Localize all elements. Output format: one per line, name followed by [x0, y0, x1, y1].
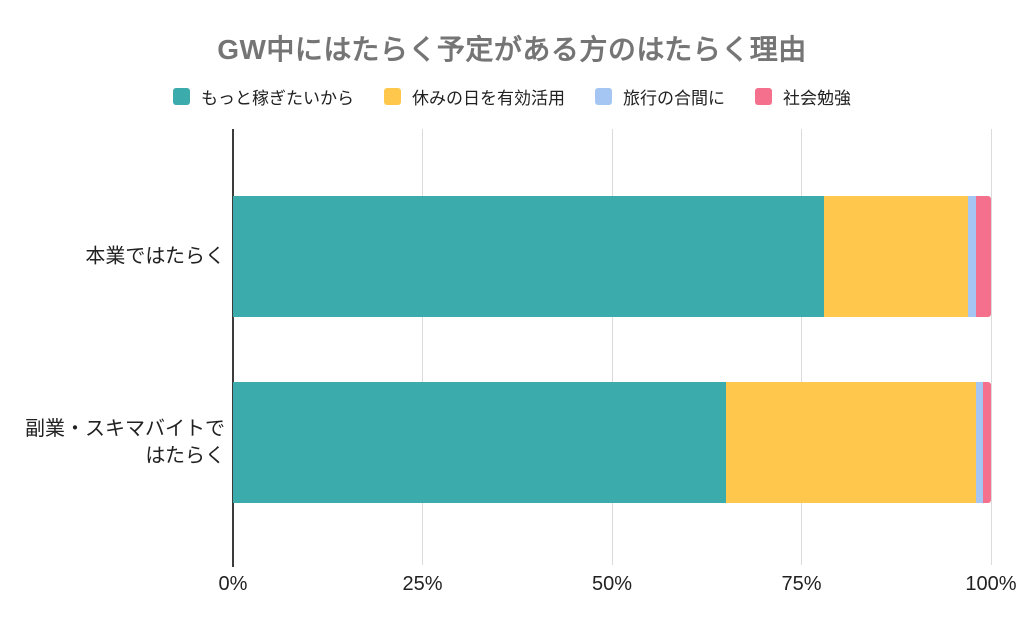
bar-segment [975, 382, 984, 503]
legend-item: もっと稼ぎたいから [173, 84, 354, 109]
bar-segment [975, 196, 991, 317]
gridline [422, 129, 423, 565]
legend-item: 休みの日を有効活用 [384, 84, 565, 109]
bar-segment [233, 196, 825, 317]
x-tick-label: 50% [591, 573, 633, 595]
gridline [801, 129, 802, 565]
legend-swatch-icon [755, 88, 772, 105]
bar-row [233, 382, 991, 503]
bar-segment [824, 196, 969, 317]
legend: もっと稼ぎたいから 休みの日を有効活用 旅行の合間に 社会勉強 [0, 84, 1024, 109]
category-label: 本業ではたらく [85, 245, 225, 267]
legend-swatch-icon [595, 88, 612, 105]
x-tick-label: 0% [218, 573, 248, 595]
legend-label: 旅行の合間に [623, 89, 725, 108]
legend-swatch-icon [384, 88, 401, 105]
legend-label: 休みの日を有効活用 [412, 89, 565, 108]
y-axis-line [232, 129, 234, 567]
category-label: 副業・スキマバイトで はたらく [25, 417, 225, 467]
bar-segment [233, 382, 726, 503]
legend-swatch-icon [173, 88, 190, 105]
plot-area [232, 129, 992, 567]
legend-label: もっと稼ぎたいから [201, 89, 354, 108]
x-tick-label: 100% [965, 573, 1017, 595]
bar-segment [725, 382, 976, 503]
legend-item: 社会勉強 [755, 84, 851, 109]
gridline [990, 129, 992, 565]
bar-row [233, 196, 991, 317]
x-tick-label: 75% [781, 573, 822, 595]
legend-item: 旅行の合間に [595, 84, 725, 109]
bar-segment [983, 382, 991, 503]
gridline [611, 129, 613, 565]
legend-label: 社会勉強 [783, 89, 851, 108]
x-tick-label: 25% [402, 573, 443, 595]
x-axis-tick-labels: 0% 25% 50% 75% 100% [219, 572, 1017, 598]
bar-segment [968, 196, 976, 317]
y-axis-category-labels: 本業ではたらく副業・スキマバイトで はたらく [0, 129, 225, 565]
chart-title: GW中にはたらく予定がある方のはたらく理由 [217, 34, 807, 65]
